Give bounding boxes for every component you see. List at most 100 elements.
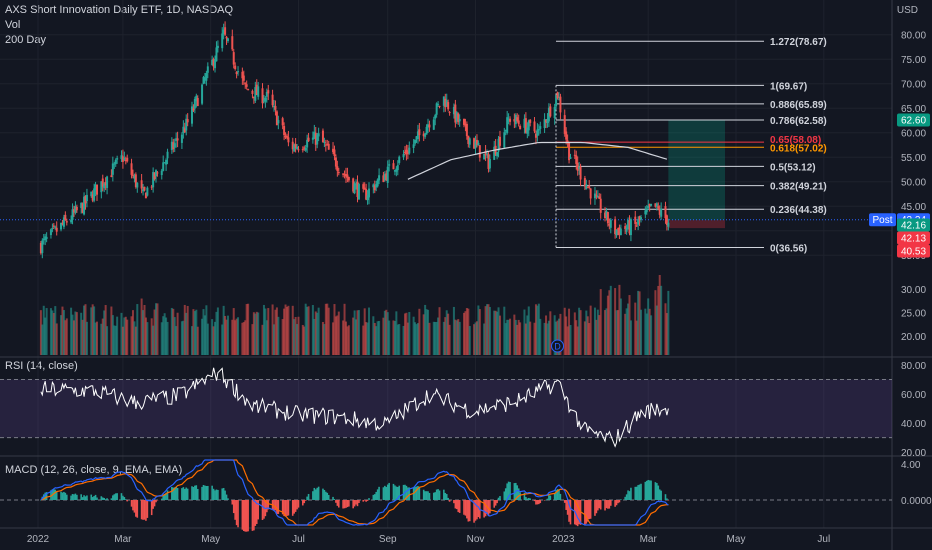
- candle-body: [205, 73, 208, 81]
- volume-bar: [454, 319, 457, 355]
- candle-body: [645, 209, 648, 213]
- volume-bar: [303, 326, 306, 355]
- macd-histogram-bar: [122, 495, 124, 500]
- volume-bar: [216, 307, 219, 355]
- volume-bar: [647, 298, 650, 355]
- candle-body: [190, 106, 193, 124]
- volume-bar: [464, 311, 467, 355]
- volume-bar: [396, 324, 399, 355]
- fib-level-label: 0.65(58.08): [770, 135, 821, 146]
- fib-level-label: 0.236(44.38): [770, 205, 827, 216]
- macd-histogram-bar: [417, 485, 419, 500]
- candle-body: [81, 203, 84, 213]
- volume-bar: [91, 304, 94, 355]
- macd-histogram-bar: [447, 497, 449, 500]
- macd-histogram-bar: [296, 500, 298, 510]
- candle-body: [536, 129, 539, 136]
- candle-body: [634, 216, 637, 224]
- candle-body: [356, 181, 359, 198]
- macd-histogram-bar: [314, 489, 317, 500]
- candle-body: [549, 106, 552, 117]
- macd-histogram-bar: [576, 500, 579, 527]
- fib-level-label: 0.5(53.12): [770, 162, 816, 173]
- macd-histogram-bar: [388, 482, 390, 500]
- volume-bar: [432, 321, 435, 355]
- candle-body: [527, 120, 530, 131]
- volume-bar: [165, 317, 168, 355]
- macd-histogram-bar: [366, 500, 369, 501]
- volume-bar: [405, 312, 408, 355]
- macd-histogram-bar: [503, 491, 506, 500]
- candle-body: [140, 180, 143, 189]
- macd-histogram-bar: [516, 485, 519, 500]
- volume-bar: [618, 284, 621, 355]
- macd-histogram-bar: [283, 500, 285, 517]
- volume-bar: [556, 320, 559, 355]
- candle-body: [569, 157, 572, 159]
- candle-body: [186, 119, 189, 123]
- symbol-title[interactable]: AXS Short Innovation Daily ETF, 1D, NASD…: [5, 4, 234, 16]
- rsi-legend-label[interactable]: RSI (14, close): [5, 360, 78, 372]
- candle-body: [616, 228, 619, 230]
- candle-body: [637, 218, 640, 225]
- volume-bar: [408, 312, 411, 355]
- volume-bar: [140, 298, 143, 355]
- macd-histogram-bar: [468, 500, 471, 522]
- volume-bar: [293, 319, 296, 355]
- macd-histogram-bar: [152, 500, 154, 509]
- macd-histogram-bar: [215, 489, 218, 500]
- volume-bar: [39, 310, 42, 355]
- volume-bar: [155, 303, 158, 355]
- candle-body: [355, 183, 358, 185]
- volume-bar: [231, 319, 234, 355]
- volume-bar: [406, 322, 409, 355]
- candle-body: [556, 92, 559, 99]
- volume-bar: [595, 319, 598, 355]
- volume-bar: [386, 312, 389, 355]
- candle-body: [152, 172, 155, 188]
- volume-bar: [294, 316, 297, 355]
- candle-body: [166, 151, 169, 159]
- volume-bar: [55, 323, 58, 355]
- candle-body: [366, 195, 369, 201]
- volume-bar: [414, 322, 417, 355]
- macd-histogram-bar: [176, 487, 179, 500]
- macd-histogram-bar: [555, 489, 557, 500]
- macd-histogram-bar: [396, 486, 399, 500]
- macd-histogram-bar: [114, 493, 117, 500]
- volume-bar: [124, 316, 127, 355]
- volume-bar: [192, 309, 195, 355]
- candle-body: [234, 65, 237, 70]
- macd-histogram-bar: [529, 498, 531, 500]
- volume-axis-tick: 30.00: [901, 285, 926, 296]
- volume-bar: [113, 325, 116, 355]
- volume-bar: [45, 308, 48, 355]
- macd-histogram-bar: [130, 500, 133, 507]
- candle-body: [123, 157, 126, 160]
- macd-histogram-bar: [90, 494, 93, 500]
- moving-average-legend-label[interactable]: 200 Day: [5, 34, 46, 46]
- macd-axis-tick: 0.0000: [901, 496, 932, 507]
- volume-bar: [363, 308, 366, 355]
- candle-body: [483, 153, 486, 160]
- macd-histogram-bar: [527, 497, 530, 500]
- macd-histogram-bar: [545, 499, 547, 501]
- volume-legend-label[interactable]: Vol: [5, 19, 21, 31]
- volume-bar: [452, 306, 455, 355]
- macd-histogram-bar: [467, 500, 470, 522]
- volume-bar: [519, 322, 522, 355]
- macd-legend-label[interactable]: MACD (12, 26, close, 9, EMA, EMA): [5, 464, 183, 476]
- candle-body: [65, 221, 68, 223]
- candle-body: [614, 219, 617, 235]
- macd-histogram-bar: [153, 500, 156, 507]
- volume-bar: [605, 308, 608, 355]
- candle-body: [382, 175, 385, 183]
- position-stop-zone: [668, 220, 725, 229]
- candle-body: [665, 215, 668, 226]
- macd-histogram-bar: [628, 491, 631, 500]
- candle-body: [514, 115, 517, 125]
- macd-histogram-bar: [276, 500, 278, 514]
- candle-body: [62, 217, 65, 227]
- candle-body: [212, 59, 215, 67]
